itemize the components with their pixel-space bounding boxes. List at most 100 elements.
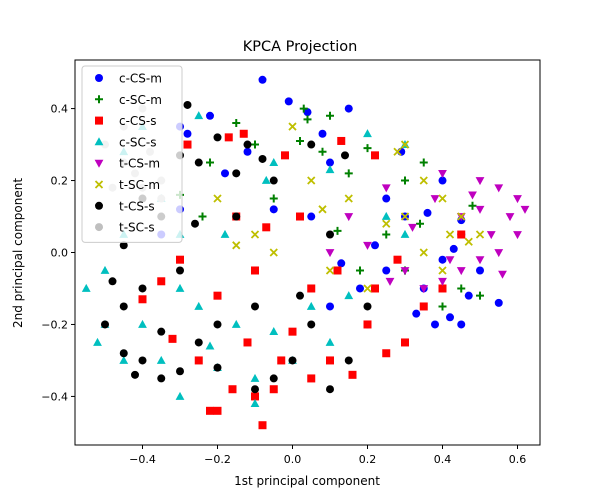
point-c-CS-s bbox=[269, 385, 278, 394]
x-tick-label: 0.0 bbox=[284, 453, 302, 466]
point-t-CS-m bbox=[385, 277, 395, 286]
point-c-SC-m bbox=[438, 302, 447, 311]
point-t-CS-s bbox=[288, 356, 297, 365]
point-t-CS-m bbox=[363, 241, 372, 250]
point-t-SC-m bbox=[419, 248, 428, 257]
point-t-CS-s bbox=[269, 374, 278, 383]
point-c-CS-m bbox=[307, 212, 316, 221]
point-t-CS-m bbox=[513, 231, 522, 240]
point-t-SC-m bbox=[419, 176, 428, 185]
point-c-SC-m bbox=[457, 284, 466, 293]
plot-frame bbox=[74, 59, 541, 446]
legend-label: t-SC-m bbox=[119, 178, 160, 192]
point-t-CS-s bbox=[232, 169, 241, 178]
point-c-SC-s bbox=[119, 355, 129, 364]
legend-label: t-CS-s bbox=[119, 199, 155, 213]
point-t-CS-s bbox=[213, 320, 222, 329]
point-c-CS-s bbox=[326, 356, 334, 365]
point-t-CS-m bbox=[408, 223, 417, 232]
point-c-CS-m bbox=[326, 158, 334, 167]
point-t-CS-s bbox=[258, 154, 267, 163]
point-c-SC-m bbox=[344, 169, 353, 178]
point-t-CS-s bbox=[131, 370, 139, 379]
point-t-CS-m bbox=[475, 177, 485, 186]
point-t-CS-s bbox=[157, 374, 166, 383]
point-c-CS-s bbox=[382, 349, 391, 358]
x-tick-label: 0.6 bbox=[509, 453, 527, 466]
point-c-SC-m bbox=[468, 201, 477, 210]
point-t-SC-m bbox=[382, 219, 391, 228]
point-c-CS-m bbox=[337, 259, 346, 268]
point-t-SC-m bbox=[438, 266, 447, 275]
point-c-CS-s bbox=[243, 338, 252, 347]
point-t-CS-s bbox=[232, 212, 241, 221]
point-t-SC-m bbox=[393, 147, 402, 156]
point-t-CS-m bbox=[494, 249, 504, 258]
point-t-CS-m bbox=[400, 267, 410, 276]
point-c-SC-m bbox=[269, 194, 278, 203]
point-t-SC-m bbox=[438, 194, 447, 203]
series-c-SC-m bbox=[176, 104, 484, 311]
point-c-CS-s bbox=[281, 151, 289, 160]
point-c-CS-m bbox=[243, 147, 252, 156]
point-c-CS-s bbox=[213, 291, 222, 300]
point-c-CS-m bbox=[326, 302, 334, 311]
point-c-SC-s bbox=[81, 283, 91, 292]
point-t-SC-m bbox=[400, 140, 410, 149]
point-c-CS-m bbox=[382, 266, 391, 275]
point-t-CS-m bbox=[513, 195, 522, 204]
point-c-CS-s bbox=[251, 392, 259, 401]
legend-label: c-CS-s bbox=[119, 114, 157, 128]
point-c-SC-s bbox=[381, 211, 391, 220]
point-c-CS-m bbox=[412, 309, 421, 318]
point-t-CS-s bbox=[138, 356, 147, 365]
point-c-SC-s bbox=[261, 175, 271, 184]
point-t-CS-m bbox=[381, 184, 391, 193]
point-t-CS-m bbox=[430, 195, 440, 204]
legend-marker-t-SC-m bbox=[94, 180, 104, 189]
point-t-CS-s bbox=[108, 277, 117, 286]
legend-marker-c-CS-m bbox=[95, 74, 103, 82]
point-c-SC-m bbox=[333, 226, 342, 235]
point-c-SC-m bbox=[318, 147, 327, 156]
axis-ticks: −0.4 −0.2 0.0 0.2 0.4 0.6 −0.4 −0.2 0.0 0.2 0.4 bbox=[41, 103, 526, 466]
point-c-SC-s bbox=[400, 229, 410, 238]
point-t-SC-m bbox=[363, 284, 372, 293]
point-c-CS-m bbox=[446, 313, 454, 322]
point-c-CS-s bbox=[438, 284, 447, 293]
point-c-SC-m bbox=[198, 212, 207, 221]
point-t-SC-m bbox=[288, 122, 297, 131]
point-c-SC-m bbox=[296, 136, 304, 145]
point-c-SC-m bbox=[356, 266, 364, 275]
point-t-CS-m bbox=[456, 267, 466, 276]
point-c-SC-s bbox=[325, 165, 335, 174]
legend: c-CS-m c-SC-m c-CS-s c-SC-s t-CS-m t-SC-m t-CS… bbox=[81, 65, 183, 243]
series-c-CS-s bbox=[138, 129, 466, 430]
point-c-CS-s bbox=[371, 151, 379, 160]
x-tick-label: 0.4 bbox=[434, 453, 452, 466]
point-t-SC-m bbox=[475, 230, 485, 239]
y-axis-label: 2nd principal component bbox=[11, 178, 25, 328]
point-t-SC-m bbox=[250, 230, 260, 239]
point-t-SC-m bbox=[400, 212, 410, 221]
point-c-CS-m bbox=[183, 129, 192, 138]
point-c-CS-s bbox=[262, 223, 271, 232]
point-t-CS-s bbox=[191, 219, 199, 228]
y-tick-label: 0.0 bbox=[51, 247, 69, 260]
point-t-CS-s bbox=[251, 302, 259, 311]
legend-label: c-SC-s bbox=[119, 135, 157, 149]
y-tick-label: 0.2 bbox=[51, 175, 69, 188]
point-c-SC-s bbox=[269, 157, 279, 166]
point-c-SC-m bbox=[326, 111, 334, 120]
point-c-CS-m bbox=[284, 97, 293, 106]
point-c-CS-s bbox=[183, 140, 192, 149]
point-c-CS-s bbox=[307, 374, 316, 383]
point-t-CS-s bbox=[213, 133, 222, 142]
point-t-SC-m bbox=[307, 176, 316, 185]
point-t-SC-m bbox=[457, 212, 466, 221]
point-t-CS-m bbox=[520, 205, 530, 214]
point-c-SC-s bbox=[250, 399, 260, 408]
point-c-CS-m bbox=[344, 104, 353, 113]
point-c-CS-s bbox=[176, 255, 184, 264]
point-c-CS-m bbox=[438, 176, 447, 185]
